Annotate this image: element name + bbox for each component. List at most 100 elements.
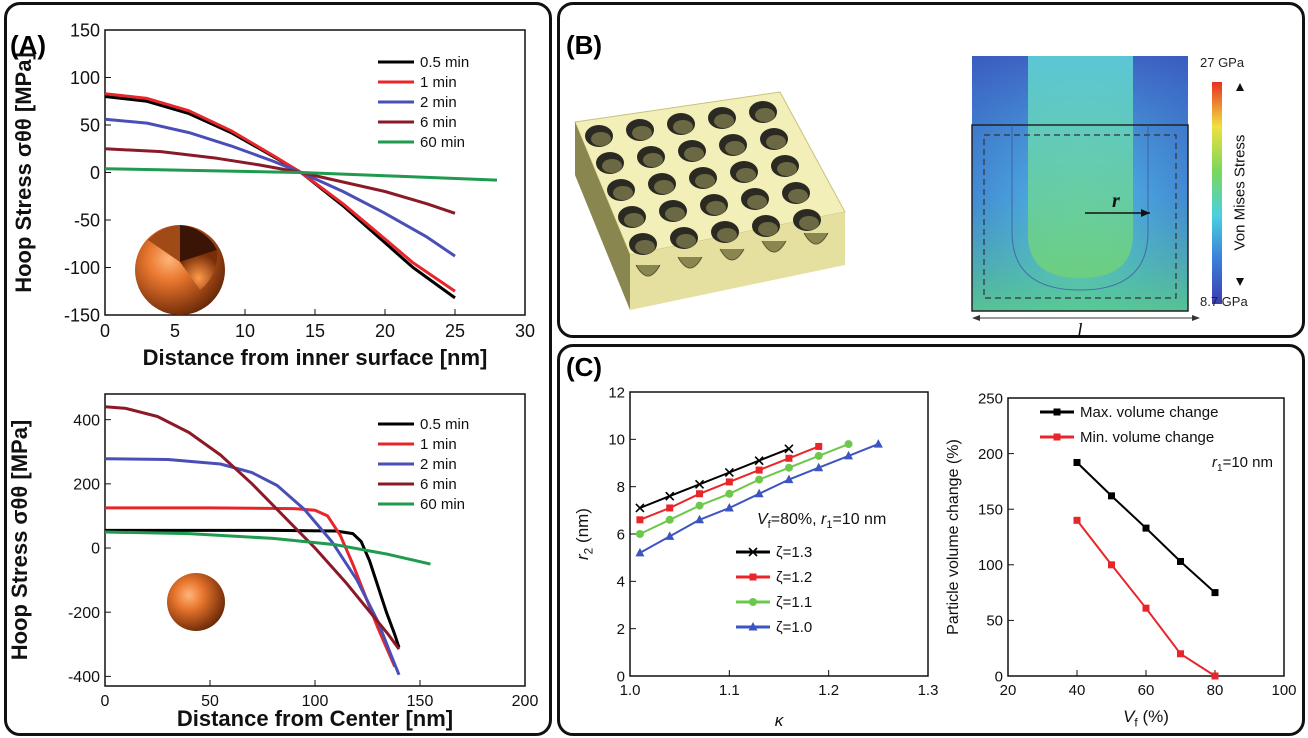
- y-tick-label: 0: [90, 163, 100, 183]
- x-tick-label: 20: [375, 321, 395, 341]
- data-point: [724, 467, 734, 478]
- legend-label: 0.5 min: [420, 54, 469, 71]
- y-tick-label: 8: [617, 479, 625, 496]
- chart-c-left: 1.0 1.1 1.2 1.3 0 2 4 6 8 10 12 κ r2 (nm) ζ=1.3 ζ=1.2 ζ…: [573, 384, 938, 730]
- x-tick-label: 15: [305, 321, 325, 341]
- legend-label: 0.5 min: [420, 416, 469, 433]
- x-tick-label: 30: [515, 321, 535, 341]
- data-point: [784, 463, 793, 472]
- y-tick-label: 150: [70, 20, 100, 40]
- data-point: [784, 444, 794, 454]
- data-point: [1108, 492, 1115, 500]
- x-tick-label: 60: [1138, 682, 1155, 699]
- data-point: [694, 479, 705, 489]
- legend-marker: [748, 547, 758, 557]
- series-line: [639, 443, 849, 535]
- pore-inner: [758, 222, 778, 236]
- panel-c: [557, 344, 1305, 736]
- colorbar-min-label: 8.7 GPa: [1200, 294, 1248, 309]
- stress-map: [971, 56, 1200, 321]
- data-point: [635, 503, 645, 513]
- pore-inner: [676, 234, 696, 248]
- x-tick-label: 0: [100, 321, 110, 341]
- y-axis-label: Hoop Stress σθθ [MPa]: [7, 420, 32, 661]
- panel-b-label: (B): [566, 30, 603, 60]
- legend-label: 6 min: [420, 476, 457, 493]
- legend-label: 1 min: [420, 436, 457, 453]
- x-tick-label: 100: [1271, 682, 1296, 699]
- series-line: [105, 528, 401, 648]
- data-point: [1073, 458, 1081, 466]
- legend-label: 6 min: [420, 114, 457, 131]
- colorbar: [1212, 82, 1244, 304]
- y-tick-label: 150: [978, 501, 1003, 518]
- x-tick-label: 25: [445, 321, 465, 341]
- pore-inner: [717, 228, 737, 242]
- y-tick-label: 50: [80, 115, 100, 135]
- pore-inner: [799, 216, 819, 230]
- pore-inner: [602, 159, 622, 173]
- plot-frame: [104, 393, 526, 687]
- chart-a-top: 0 5 10 15 20 25 30 -150 -100 -50 0 50 100 150 Distance…: [11, 20, 535, 370]
- data-point: [754, 456, 764, 466]
- x-tick-label: 100: [302, 693, 329, 710]
- data-point: [814, 462, 824, 472]
- legend-label: 2 min: [420, 456, 457, 473]
- y-tick-label: 50: [986, 613, 1003, 630]
- x-axis-label: Distance from Center [nm]: [177, 706, 453, 731]
- y-tick-label: 200: [978, 446, 1003, 463]
- data-point: [636, 516, 644, 524]
- x-tick-label: 10: [235, 321, 255, 341]
- x-tick-label: 50: [201, 693, 219, 710]
- legend-label: Max. volume change: [1080, 404, 1218, 421]
- pore-inner: [706, 201, 726, 215]
- pore-inner: [673, 120, 693, 134]
- chart-a-bottom: 0 50 100 150 200 -400 -200 0 200 400 Distance from…: [7, 393, 538, 731]
- pore-inner: [755, 108, 775, 122]
- pore-inner: [695, 174, 715, 188]
- pore-inner: [736, 168, 756, 182]
- y-axis-label: r2 (nm): [573, 508, 595, 560]
- pore-inner: [684, 147, 704, 161]
- data-point: [754, 488, 764, 498]
- series-line: [104, 167, 498, 182]
- y-tick-label: 100: [70, 68, 100, 88]
- front-pore: [677, 256, 703, 269]
- y-tick-label: 10: [608, 432, 625, 449]
- series-line: [104, 530, 431, 566]
- data-point: [755, 475, 764, 484]
- legend-marker: [749, 598, 757, 606]
- solid-sphere-illustration: [167, 573, 225, 631]
- y-tick-label: 200: [73, 476, 100, 493]
- data-point: [785, 454, 793, 462]
- y-tick-label: -400: [68, 669, 100, 686]
- pore-inner: [632, 126, 652, 140]
- data-point: [725, 478, 733, 486]
- radius-label: r: [1112, 190, 1120, 212]
- legend-label: 2 min: [420, 94, 457, 111]
- data-point: [1142, 604, 1150, 612]
- pore-inner: [766, 135, 786, 149]
- data-point: [1108, 561, 1115, 569]
- legend-marker: [1053, 433, 1061, 441]
- annotation: r1=10 nm: [1212, 454, 1273, 474]
- x-tick-label: 80: [1207, 682, 1224, 699]
- y-tick-label: 12: [608, 384, 625, 401]
- pore-inner: [624, 213, 644, 227]
- y-tick-label: 4: [617, 574, 625, 591]
- front-pore: [803, 232, 829, 245]
- data-point: [755, 466, 763, 474]
- legend-label: ζ=1.1: [776, 594, 812, 611]
- series-line: [104, 405, 401, 650]
- front-pore: [761, 240, 787, 253]
- data-point: [1211, 672, 1219, 680]
- x-tick-label: 150: [407, 693, 434, 710]
- length-label: l: [1077, 320, 1083, 342]
- series-line: [104, 457, 401, 676]
- colorbar-title: Von Mises Stress: [1231, 134, 1249, 251]
- y-tick-label: 100: [978, 557, 1003, 574]
- x-tick-label: 20: [1000, 682, 1017, 699]
- pore-inner: [788, 189, 808, 203]
- data-point: [844, 450, 854, 460]
